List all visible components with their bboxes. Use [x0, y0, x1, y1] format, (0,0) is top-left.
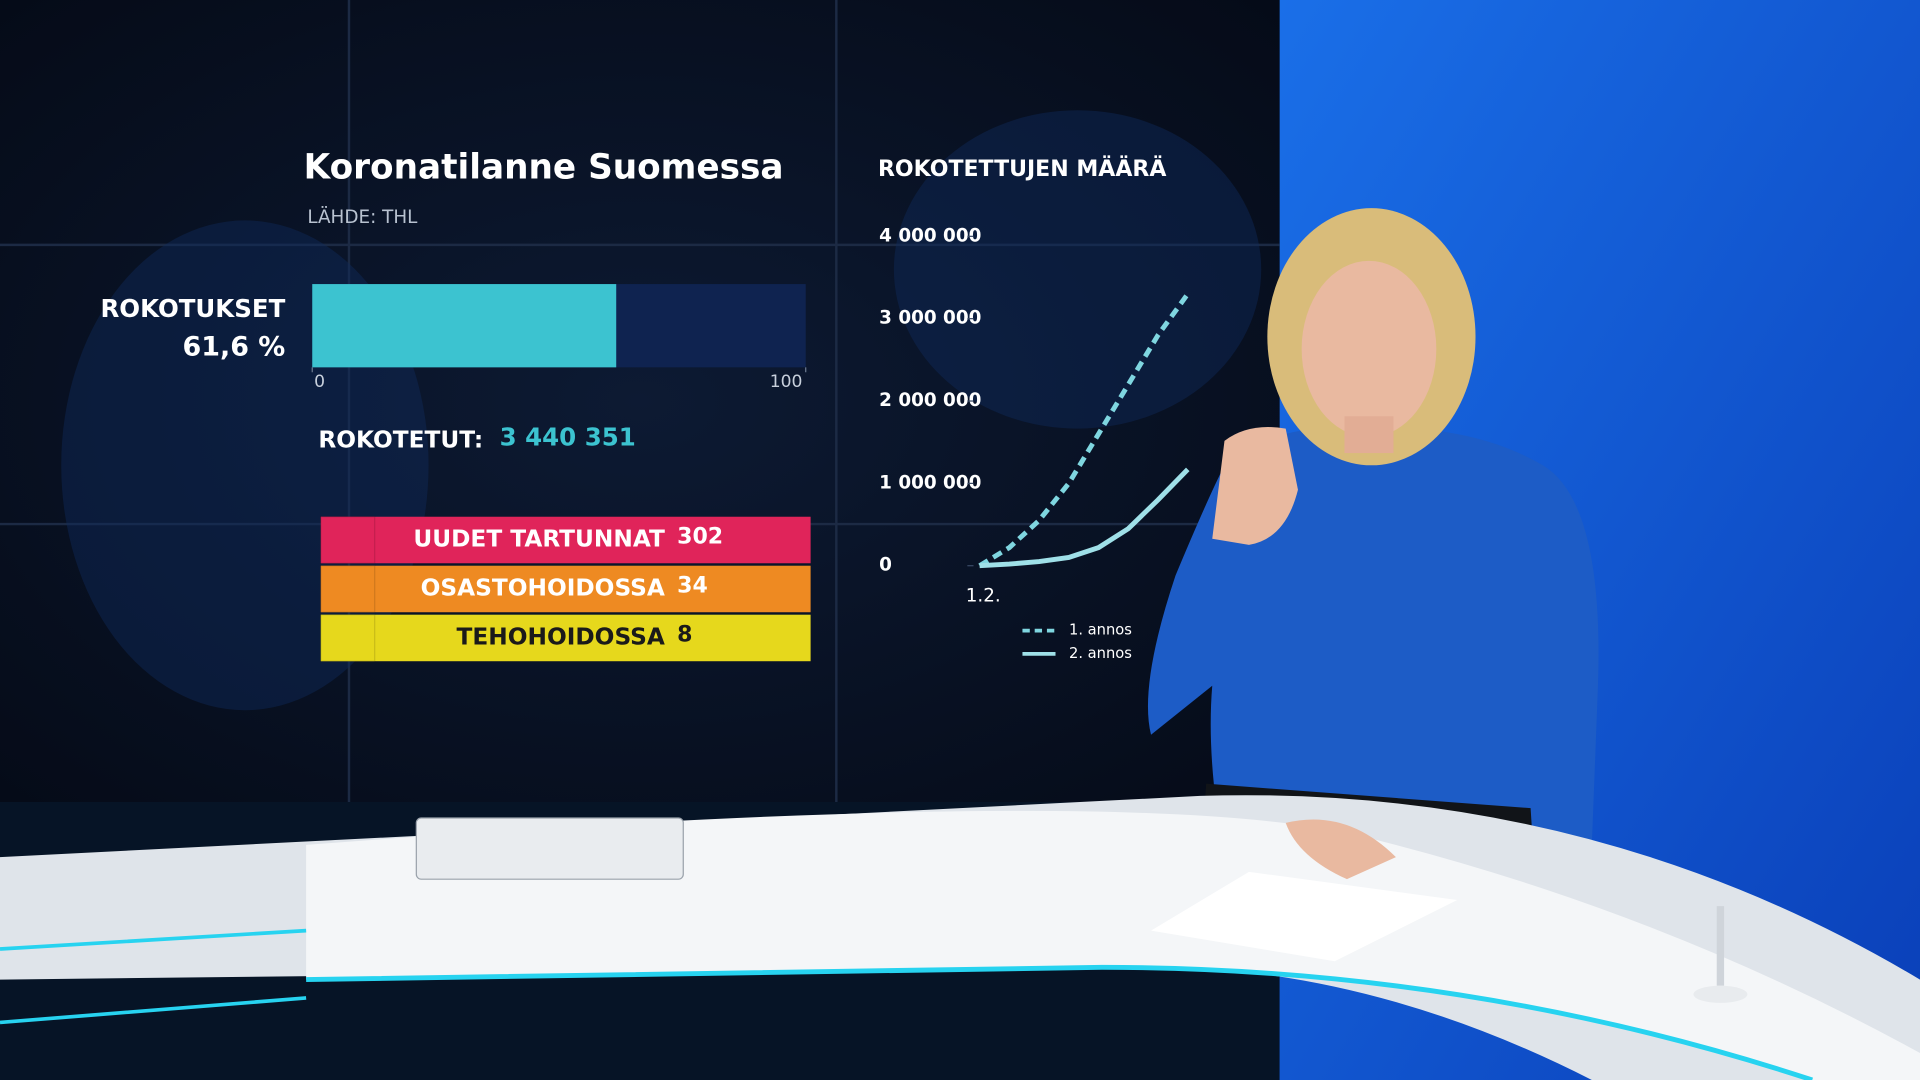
y-tick-label: 3 000 000: [879, 308, 981, 329]
hand: [1212, 427, 1298, 545]
vaccinations-value: 61,6 %: [183, 331, 286, 362]
y-tick-label: 1 000 000: [879, 472, 981, 493]
panel-title: Koronatilanne Suomessa: [304, 147, 784, 187]
tick-label: 0: [314, 372, 325, 392]
stat-marker: [320, 565, 376, 613]
y-tick-label: 4 000 000: [879, 225, 981, 246]
desk-light: [0, 928, 307, 1025]
stat-value: 8: [677, 623, 692, 648]
bar: [312, 284, 617, 368]
x-tick-label: 1.2.: [966, 585, 1001, 606]
panel: Koronatilanne Suomessa LÄHDE: THL ROKOTU…: [100, 147, 811, 662]
virus-graphic: [893, 110, 1262, 429]
vaccinated-value: 3 440 351: [500, 422, 636, 451]
stat-label: UUDET TARTUNNAT: [413, 526, 665, 553]
stat-value: 302: [677, 525, 723, 550]
paper: [1151, 871, 1458, 962]
neck: [1344, 416, 1394, 454]
chart-title: ROKOTETTUJEN MÄÄRÄ: [878, 156, 1166, 182]
legend-label: 1. annos: [1069, 622, 1132, 639]
source: LÄHDE: THL: [307, 207, 418, 228]
y-tick-label: 0: [879, 555, 892, 576]
stat-value: 34: [677, 574, 708, 599]
desk-top: [306, 810, 1920, 1080]
stat-bar: [320, 516, 811, 564]
desk-light: [306, 964, 1814, 1080]
microphone-base: [1693, 985, 1748, 1003]
stat-label: TEHOHOIDOSSA: [457, 623, 665, 650]
stat-bar: [320, 614, 811, 662]
desk: [0, 795, 1920, 1080]
line: [978, 292, 1190, 568]
face: [1301, 260, 1437, 438]
hands: [1285, 819, 1396, 880]
stat-marker: [320, 516, 376, 564]
tick-label: 100: [770, 372, 803, 392]
stat-bar: [320, 565, 811, 613]
line: [979, 467, 1190, 569]
y-tick-label: 2 000 000: [879, 390, 981, 411]
legend-label: 2. annos: [1069, 645, 1132, 662]
laptop: [415, 817, 684, 880]
video-wall: [0, 0, 1280, 803]
stat-label: OSASTOHOIDOSSA: [421, 574, 665, 601]
stat-marker: [320, 614, 376, 662]
vaccinations-label: ROKOTUKSET: [100, 294, 285, 323]
vaccinated-label: ROKOTETUT:: [318, 426, 483, 453]
line-chart: ROKOTETTUJEN MÄÄRÄ 0 1 000 000 2 000 000 3 …: [878, 156, 1190, 662]
